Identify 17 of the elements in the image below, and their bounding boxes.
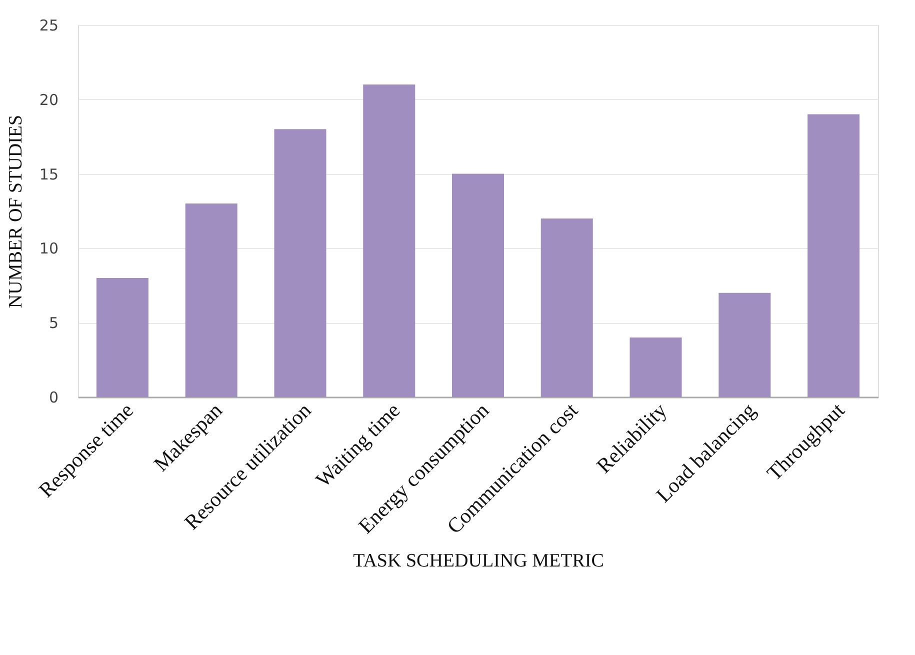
y-tick-label: 15 [39,165,58,184]
y-tick-label: 10 [39,240,58,258]
bar [185,204,238,397]
x-axis-title: TASK SCHEDULING METRIC [353,550,604,572]
bar [718,292,771,397]
y-tick-label: 25 [39,16,58,34]
bar [452,174,504,397]
y-tick-label: 0 [48,388,58,406]
y-tick-label: 5 [48,314,58,332]
bar [808,114,860,397]
bar [96,278,148,397]
y-axis-title: NUMBER OF STUDIES [5,114,26,308]
bar [274,129,326,397]
bar [630,337,682,397]
bar [363,84,416,397]
y-tick-label: 20 [39,90,58,109]
bar [540,218,593,397]
